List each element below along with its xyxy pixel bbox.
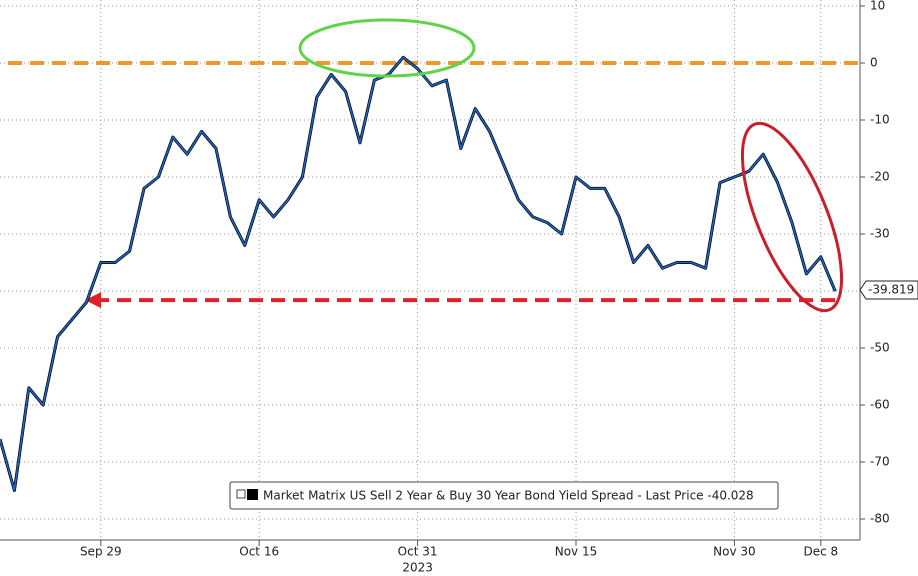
x-tick-label: Oct 31 [398,545,438,559]
highlight-ellipse [298,18,476,78]
y-tick-label: -80 [870,512,890,526]
last-price-label: -39.819 [868,282,914,296]
x-tick-label: Oct 16 [239,545,279,559]
y-tick-label: -20 [870,170,890,184]
last-price-box [859,280,918,300]
x-tick-label: Dec 8 [803,545,838,559]
reference-arrowhead [85,292,101,309]
y-tick-label: -50 [870,341,890,355]
x-year-label: 2023 [402,561,433,575]
x-tick-label: Sep 29 [80,545,122,559]
x-tick-label: Nov 15 [555,545,598,559]
y-tick-label: -60 [870,398,890,412]
legend: Market Matrix US Sell 2 Year & Buy 30 Ye… [229,481,779,510]
plot-area [0,0,860,540]
legend-label: Market Matrix US Sell 2 Year & Buy 30 Ye… [263,489,754,503]
y-tick-label: -30 [870,227,890,241]
y-tick-label: 10 [870,0,885,13]
y-tick-label: -10 [870,113,890,127]
y-tick-label: 0 [870,56,878,70]
legend-icon [236,489,246,499]
y-tick-label: -70 [870,455,890,469]
highlight-ellipse [740,121,844,313]
x-tick-label: Nov 30 [713,545,756,559]
legend-swatch [247,489,258,500]
legend-box [229,481,779,510]
series-line [0,56,836,492]
